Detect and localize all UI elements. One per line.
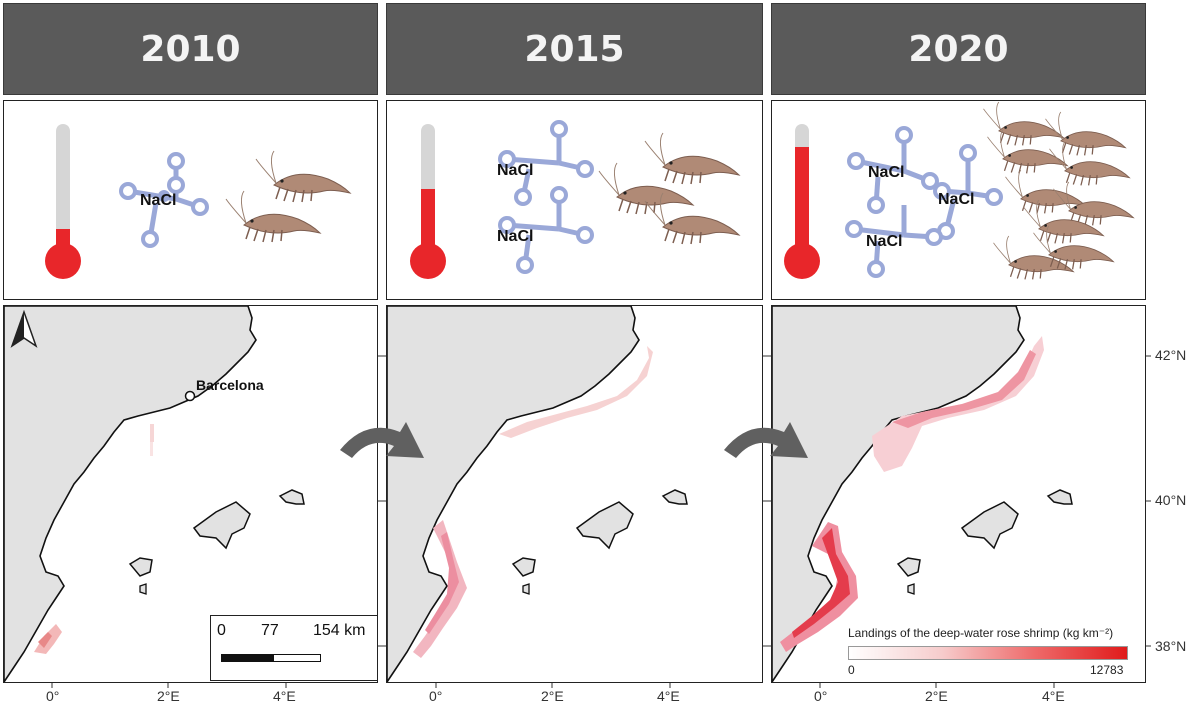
thermometer-fill <box>421 189 435 259</box>
shrimp-icon <box>225 190 322 243</box>
landings-overlay <box>34 424 154 654</box>
salt-molecule-icon: NaCl <box>845 205 943 278</box>
scale-segment-white <box>273 654 321 662</box>
ibiza-island <box>511 557 536 577</box>
x-tick-label: 0° <box>429 688 443 704</box>
illustration-svg: NaCl <box>45 124 352 279</box>
shrimp-icon <box>644 192 741 245</box>
shrimp-icon <box>983 101 1065 146</box>
shrimp-icon <box>1023 199 1105 244</box>
x-tick-label: 4°E <box>657 688 680 704</box>
menorca-island <box>1046 489 1073 505</box>
x-tick-label: 2°E <box>157 688 180 704</box>
shrimp-icon <box>1045 111 1127 156</box>
scale-label-0: 0 <box>217 622 226 639</box>
nacl-label: NaCl <box>497 228 533 245</box>
x-tick-label: 2°E <box>925 688 948 704</box>
menorca-island <box>278 489 305 505</box>
x-tick-label: 2°E <box>541 688 564 704</box>
landings-overlay <box>780 336 1044 652</box>
thermometer-tube <box>56 124 70 254</box>
scale-label-77: 77 <box>261 622 279 639</box>
year-header-2015: 2015 <box>386 3 763 95</box>
iberian-coast-land <box>387 306 640 682</box>
shrimp-icon <box>1049 141 1131 186</box>
north-arrow-icon <box>10 309 38 348</box>
map-panel-2020 <box>771 305 1146 683</box>
y-tick-label: 38°N <box>1155 638 1187 654</box>
thermometer-icon <box>784 124 820 279</box>
salt-molecule-icon: NaCl <box>497 120 594 206</box>
transition-arrow-icon <box>340 422 424 458</box>
x-tick-label: 0° <box>46 688 60 704</box>
year-header-2010: 2010 <box>3 3 378 95</box>
salt-molecule-icon: NaCl <box>119 152 209 248</box>
y-tick-label: 40°N <box>1155 492 1187 508</box>
legend-color-ramp <box>848 646 1128 660</box>
salt-molecule-icon: NaCl <box>847 126 939 214</box>
barcelona-label: Barcelona <box>196 377 264 393</box>
x-tick-label: 4°E <box>273 688 296 704</box>
menorca-island <box>661 489 688 505</box>
map-panel-2015 <box>386 305 763 683</box>
shrimp-icon <box>987 129 1069 174</box>
formentera-island <box>522 583 530 595</box>
barcelona-marker: Barcelona <box>184 377 264 402</box>
nacl-label: NaCl <box>868 164 904 181</box>
thermometer-icon <box>45 124 81 279</box>
scale-label-154: 154 km <box>313 622 366 639</box>
transition-arrow-icon <box>724 422 808 458</box>
nacl-label: NaCl <box>140 192 176 209</box>
scale-bar: 0 77 154 km <box>210 615 378 681</box>
salt-molecule-icon: NaCl <box>933 144 1003 240</box>
illustration-svg: NaCl NaCl NaCl <box>784 101 1135 280</box>
map-svg <box>772 306 1073 682</box>
ibiza-island <box>896 557 921 577</box>
year-label: 2020 <box>908 28 1009 70</box>
nacl-label: NaCl <box>497 162 533 179</box>
mallorca-island <box>575 501 634 550</box>
legend-min-label: 0 <box>848 663 855 677</box>
salt-molecule-icon: NaCl <box>497 186 594 274</box>
legend-title: Landings of the deep-water rose shrimp (… <box>848 626 1114 640</box>
shrimp-icon <box>1053 181 1135 226</box>
x-tick-label: 4°E <box>1042 688 1065 704</box>
shrimp-icon <box>255 150 352 203</box>
nacl-label: NaCl <box>866 233 902 250</box>
formentera-island <box>139 583 147 595</box>
illustration-panel-2015: NaCl NaCl <box>386 100 763 300</box>
legend-max-label: 12783 <box>1090 663 1124 677</box>
scale-segment-black <box>221 654 273 662</box>
year-header-2020: 2020 <box>771 3 1146 95</box>
year-label: 2010 <box>140 28 241 70</box>
landings-overlay <box>413 346 653 658</box>
thermometer-bulb <box>410 243 446 279</box>
illustration-panel-2020: NaCl NaCl NaCl <box>771 100 1146 300</box>
thermometer-bulb <box>784 243 820 279</box>
mallorca-island <box>960 501 1019 550</box>
x-tick-label: 0° <box>814 688 828 704</box>
shrimp-icon <box>644 132 741 185</box>
illustration-svg: NaCl NaCl <box>410 120 741 279</box>
thermometer-fill <box>795 147 809 259</box>
iberian-coast-land <box>4 306 257 682</box>
mallorca-island <box>192 501 251 550</box>
shrimp-icon <box>1005 169 1087 214</box>
year-label: 2015 <box>524 28 625 70</box>
ibiza-island <box>128 557 153 577</box>
formentera-island <box>907 583 915 595</box>
nacl-label: NaCl <box>938 191 974 208</box>
map-svg <box>387 306 688 682</box>
map-svg: Barcelona <box>4 306 305 682</box>
y-tick-label: 42°N <box>1155 347 1187 363</box>
thermometer-icon <box>410 124 446 279</box>
shrimp-cluster <box>983 101 1135 280</box>
thermometer-bulb <box>45 243 81 279</box>
shrimp-icon <box>1033 225 1115 270</box>
illustration-panel-2010: NaCl <box>3 100 378 300</box>
shrimp-icon <box>598 162 695 215</box>
